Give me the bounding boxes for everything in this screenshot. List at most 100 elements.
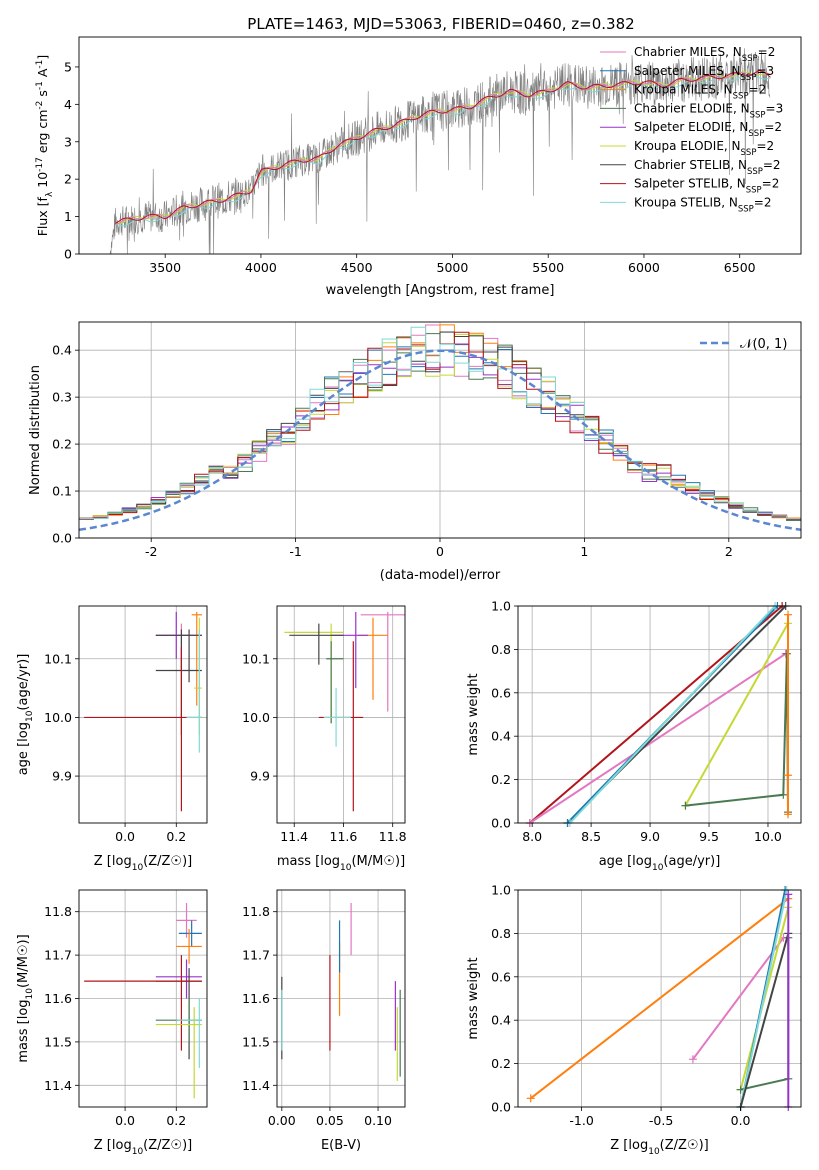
y-tick-label: 0.2	[491, 772, 511, 787]
legend-label-chabrier_miles: Chabrier MILES, NSSP=2	[634, 45, 775, 64]
age_weight-marks	[525, 602, 793, 827]
y-tick-label: 3	[64, 134, 72, 149]
spectrum-panel: 3500 4000 4500 5000 5500 6000 6500 0 1 2 3 4 5 wavele…	[35, 36, 802, 298]
x-tick-label: 0.2	[166, 829, 186, 844]
gaussian-curve	[79, 349, 801, 532]
spectrum-data-line	[109, 48, 771, 254]
x-tick-label: 4500	[341, 260, 373, 275]
y-tick-label: 9.9	[250, 769, 270, 784]
y-axis-label: Normed distribution	[28, 365, 43, 495]
x-tick-label: 11.6	[330, 829, 358, 844]
y-tick-label: 11.7	[44, 948, 72, 963]
x-tick-label: 0.0	[731, 1113, 751, 1128]
axes-frame	[78, 605, 208, 824]
label-part: Z [	[94, 1138, 112, 1153]
y-tick-label: 5	[64, 59, 72, 74]
legend-label-gauss: 𝒩(0, 1)	[740, 337, 787, 352]
x-tick-label: 0.10	[364, 1113, 392, 1128]
legend-sub: SSP	[738, 204, 754, 214]
y-tick-label: 0.0	[491, 816, 511, 831]
legend-label-kroupa_stelib: Kroupa STELIB, NSSP=2	[634, 195, 772, 214]
x-tick-label: 0.05	[316, 1113, 344, 1128]
weight-line-kroupa_elodie	[684, 622, 789, 807]
legend-tail: =2	[762, 177, 780, 191]
x-tick-label: 9.5	[699, 829, 719, 844]
x-tick-label: 5000	[437, 260, 469, 275]
legend-tail: =2	[764, 120, 782, 134]
y-tick-label: 11.8	[242, 904, 270, 919]
label-subscript: 10	[132, 863, 144, 873]
legend-tail: =3	[766, 101, 784, 115]
legend-sub: SSP	[733, 92, 749, 102]
x-tick-label: 6000	[628, 260, 660, 275]
weight-line-kroupa_stelib	[739, 889, 788, 1108]
x-tick-label: -1.0	[569, 1113, 593, 1128]
x-tick-label: 0.2	[166, 1113, 186, 1128]
label-part: (M/M☉)]	[351, 854, 405, 869]
label-subscript: 10	[25, 710, 35, 722]
histogram-kroupa_stelib	[79, 326, 801, 520]
spectrum-model-salpeter_stelib	[115, 70, 771, 224]
legend-sub: SSP	[746, 186, 762, 196]
histogram-kroupa_elodie	[79, 333, 801, 520]
residuals-marks	[79, 324, 801, 532]
mass_age-marks	[284, 611, 405, 812]
y-tick-label: 11.5	[44, 1034, 72, 1049]
y-tick-label: 0.0	[491, 1100, 511, 1115]
x-tick-label: 8.5	[581, 829, 601, 844]
weight-line-chabrier_stelib	[739, 933, 790, 1108]
legend-sub: SSP	[750, 110, 766, 120]
x-axis-label: wavelength [Angstrom, rest frame]	[326, 283, 555, 298]
legend-tail: =2	[763, 158, 781, 172]
x-tick-label: 4000	[245, 260, 277, 275]
label-part: (age/yr)]	[16, 654, 31, 711]
weight-line-chabrier_elodie	[685, 653, 789, 813]
label-part: A	[35, 68, 50, 81]
legend-sub: SSP	[741, 148, 757, 158]
y-tick-label: 0.6	[491, 969, 511, 984]
legend-tail: =3	[756, 64, 774, 78]
spectrum-model-kroupa_elodie	[115, 71, 771, 225]
axes-frame	[78, 889, 208, 1108]
weight-line-chabrier_miles	[692, 937, 785, 1060]
axes-frame	[517, 605, 802, 824]
y-tick-label: 0.8	[491, 642, 511, 657]
y-tick-label: 0.0	[52, 531, 72, 546]
label-part: Flux [f	[35, 196, 50, 236]
x-tick-label: 6500	[724, 260, 756, 275]
x-tick-label: 1	[580, 544, 588, 559]
y-tick-label: 0.4	[491, 729, 511, 744]
label-part: -1	[35, 60, 45, 69]
x-tick-label: -2	[145, 544, 157, 559]
legend-label-chabrier_elodie: Chabrier ELODIE, NSSP=3	[634, 101, 783, 120]
label-subscript: 10	[132, 1147, 144, 1157]
label-part: λ	[45, 191, 55, 197]
y-tick-label: 0	[64, 247, 72, 262]
x-axis-label: E(B-V)	[321, 1138, 361, 1153]
x-tick-label: 0.0	[115, 1113, 135, 1128]
z_mass-panel: 0.0 0.211.411.511.611.711.8Z [log10(Z/Z☉)…	[16, 889, 208, 1157]
label-part: mass [	[16, 1019, 31, 1062]
legend-label-salpeter_elodie: Salpeter ELODIE, NSSP=2	[634, 120, 782, 139]
y-tick-label: 0.2	[491, 1056, 511, 1071]
x-tick-label: -0.5	[649, 1113, 673, 1128]
axes-frame	[276, 605, 406, 824]
label-part: (Z/Z☉)]	[660, 1138, 709, 1153]
label-part: log	[16, 999, 31, 1019]
legend-sub: SSP	[742, 54, 758, 64]
spectrum-marks	[109, 48, 771, 254]
x-axis-label: Z [log10(Z/Z☉)]	[610, 1138, 708, 1157]
x-tick-label: 2	[725, 544, 733, 559]
legend-sub: SSP	[747, 167, 763, 177]
x-axis-label: Z [log10(Z/Z☉)]	[94, 1138, 192, 1157]
legend-tail: =2	[758, 45, 776, 59]
ebv_mass-panel: 0.00 0.05 0.10 11.4 11.5 11.6 11.7 11.8 E(B-V)	[242, 889, 406, 1153]
label-part: log	[628, 1138, 648, 1153]
legend-label-salpeter_stelib: Salpeter STELIB, NSSP=2	[634, 177, 779, 196]
ebv_mass-marks	[281, 903, 401, 1081]
y-tick-label: 1.0	[491, 883, 511, 898]
y-tick-label: 2	[64, 172, 72, 187]
x-axis-label: Z [log10(Z/Z☉)]	[94, 854, 192, 873]
y-axis-label: Flux [fλ 10-17 erg cm-2 s-1 A-1]	[35, 55, 55, 237]
x-tick-label: 11.4	[280, 829, 308, 844]
